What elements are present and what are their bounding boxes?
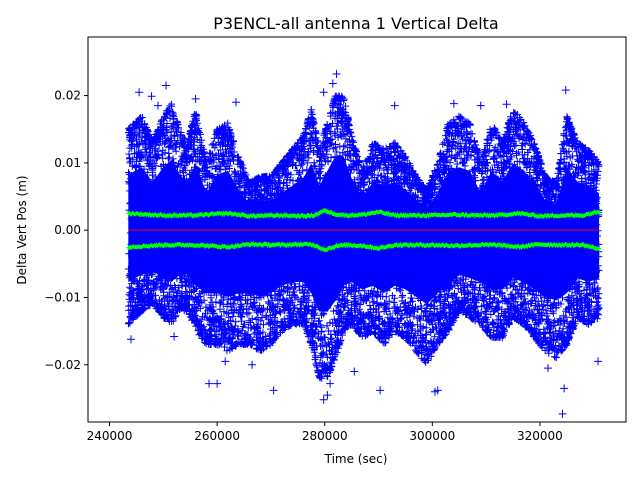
delta-outlier-point [323, 391, 332, 400]
plot-frame [87, 36, 627, 423]
delta-outlier-point [319, 395, 328, 404]
delta-outlier-point [127, 335, 136, 344]
delta-outlier-point [170, 332, 179, 341]
y-axis-label: Delta Vert Pos (m) [15, 175, 29, 284]
delta-outlier-point [350, 367, 359, 376]
sigma-band-series [126, 208, 601, 253]
y-tick-label: 0.02 [54, 89, 81, 103]
y-tick-label: −0.01 [44, 290, 81, 304]
y-tick-label: 0.01 [54, 156, 81, 170]
x-tick-label: 300000 [409, 429, 455, 443]
delta-outlier-point [162, 81, 171, 90]
delta-outlier-point [332, 70, 341, 79]
delta-outlier-point [153, 101, 162, 110]
delta-outlier-point [560, 384, 569, 393]
delta-outlier-point [319, 88, 328, 97]
y-tick-label: 0.00 [54, 223, 81, 237]
delta-outlier-point [594, 357, 603, 366]
x-axis-label: Time (sec) [324, 452, 388, 466]
sigma-band-upper [126, 208, 601, 219]
x-tick-label: 320000 [517, 429, 563, 443]
delta-outlier-point [390, 101, 399, 110]
delta-outlier-point [476, 101, 485, 110]
delta-outlier-point [231, 98, 240, 107]
x-tick-label: 280000 [302, 429, 348, 443]
x-tick-label: 260000 [194, 429, 240, 443]
y-tick-label: −0.02 [44, 358, 81, 372]
delta-outlier-point [433, 386, 442, 395]
delta-outlier-point [248, 360, 257, 369]
delta-outlier-point [328, 79, 337, 88]
chart-title: P3ENCL-all antenna 1 Vertical Delta [213, 14, 498, 33]
delta-outlier-point [221, 357, 230, 366]
x-axis: 240000 260000 280000 300000 320000 [87, 422, 563, 443]
sigma-band-lower [126, 241, 601, 253]
delta-outlier-point [449, 99, 458, 108]
delta-outlier-point [561, 86, 570, 95]
delta-outlier-point [376, 386, 385, 395]
delta-outlier-point [213, 379, 222, 388]
delta-dense-core [128, 156, 600, 312]
delta-outlier-point [191, 94, 200, 103]
y-axis: −0.02 −0.01 0.00 0.01 0.02 [44, 89, 88, 372]
delta-outlier-point [326, 379, 335, 388]
delta-outlier-point [502, 100, 511, 109]
delta-outlier-point [558, 409, 567, 418]
delta-outlier-point [135, 88, 144, 97]
delta-outlier-point [269, 386, 278, 395]
x-tick-label: 240000 [87, 429, 133, 443]
delta-outlier-point [205, 379, 214, 388]
delta-series [124, 70, 603, 418]
delta-outlier-point [147, 92, 156, 101]
delta-outlier-point [543, 364, 552, 373]
